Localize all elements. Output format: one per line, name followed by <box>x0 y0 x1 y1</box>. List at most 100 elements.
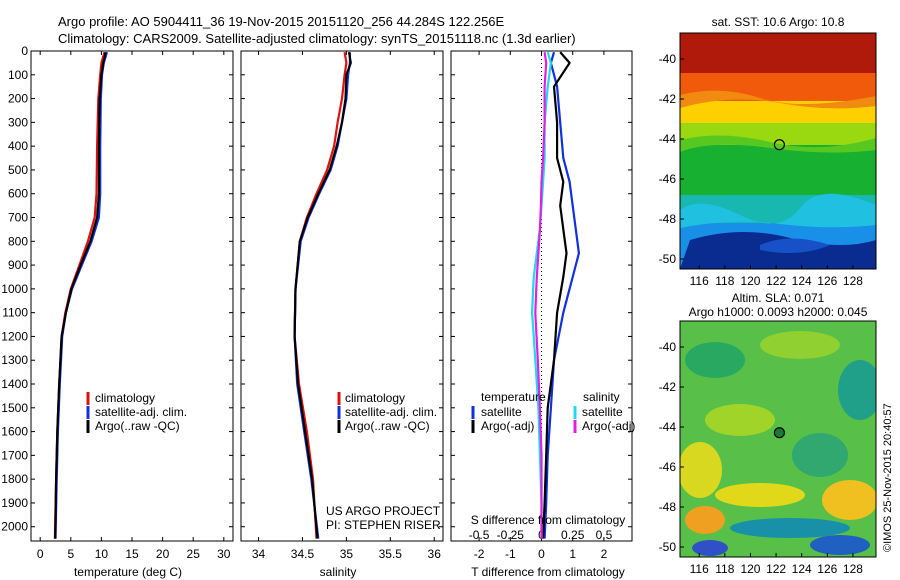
temperature-xlabel: temperature (deg C) <box>74 565 182 579</box>
map-x-tick-label: 122 <box>766 562 786 576</box>
depth-tick-label: 300 <box>8 115 28 129</box>
x-tick-label: 25 <box>187 547 201 561</box>
curve-salinity-argo-raw-qc <box>293 52 352 539</box>
depth-tick-label: 1600 <box>1 425 28 439</box>
map-x-tick-label: 124 <box>792 274 812 288</box>
map-y-tick-label: -42 <box>659 92 677 106</box>
x-tick-label: 20 <box>156 547 170 561</box>
legend-label-satellite: satellite-adj. clim. <box>95 405 187 419</box>
sst-map-title: sat. SST: 10.6 Argo: 10.8 <box>712 15 845 29</box>
sla-patch <box>685 342 745 378</box>
x-tick-label: 34.5 <box>291 547 315 561</box>
depth-tick-label: 1100 <box>2 306 28 320</box>
sst-patch-cyan <box>680 193 876 228</box>
imos-timestamp: ©IMOS 25-Nov-2015 20:40:57 <box>882 403 894 552</box>
map-x-tick-label: 128 <box>843 562 863 576</box>
x-tick-label: 35.5 <box>379 547 403 561</box>
s-diff-tick-label: -0.5 <box>469 528 490 542</box>
s-diff-tick-label: -0.25 <box>497 528 525 542</box>
legend-label-t-satellite: satellite <box>481 405 522 419</box>
map-x-tick-label: 122 <box>766 274 786 288</box>
sla-patch <box>822 480 876 520</box>
depth-tick-label: 500 <box>8 163 28 177</box>
depth-tick-label: 100 <box>8 68 28 82</box>
sst-map-frame <box>679 32 877 270</box>
legend-header-salinity: salinity <box>583 390 620 404</box>
depth-tick-label: 1700 <box>1 448 28 462</box>
map-y-tick-label: -50 <box>659 540 677 554</box>
s-diff-tick-label: 0.25 <box>561 528 585 542</box>
sla-map-frame <box>679 320 877 558</box>
depth-tick-label: 800 <box>8 234 28 248</box>
legend-label-t-argo: Argo(-adj) <box>481 419 534 433</box>
map-x-tick-label: 118 <box>715 562 734 576</box>
depth-tick-label: 1000 <box>1 282 28 296</box>
sla-patch <box>810 535 870 555</box>
depth-tick-label: 1300 <box>1 353 28 367</box>
map-y-tick-label: -40 <box>659 52 677 66</box>
sst-patch-orange <box>680 90 876 109</box>
salinity-panel-frame <box>240 50 444 542</box>
sla-map-title: Altim. SLA: 0.071 <box>732 291 825 305</box>
difference-legend: temperature salinity satellite Argo(-adj… <box>471 390 635 433</box>
x-tick-label: 0 <box>538 547 545 561</box>
sst-argo-marker <box>773 139 786 151</box>
s-diff-tick-label: 0.5 <box>596 528 613 542</box>
sla-patch <box>705 404 775 436</box>
depth-tick-label: 0 <box>21 44 28 58</box>
sla-argo-marker <box>773 427 786 439</box>
depth-tick-label: 200 <box>8 92 28 106</box>
depth-tick-label: 600 <box>8 187 28 201</box>
pi-credit: PI: STEPHEN RISER <box>326 518 441 532</box>
sla-patch <box>730 518 850 538</box>
map-y-tick-label: -44 <box>659 132 677 146</box>
sst-band-5 <box>680 145 876 195</box>
sla-patch <box>680 442 722 498</box>
curve-difference-s-argo-adj <box>534 52 548 539</box>
sst-patch-blue <box>760 238 830 254</box>
depth-tick-label: 1500 <box>1 401 28 415</box>
legend-label-s-satellite: satellite <box>582 405 623 419</box>
sla-map-subtitle: Argo h1000: 0.0093 h2000: 0.045 <box>689 305 868 319</box>
x-tick-label: 1 <box>569 547 576 561</box>
map-x-tick-label: 124 <box>792 562 812 576</box>
legend-header-temperature: temperature <box>481 390 546 404</box>
sla-map <box>680 321 876 557</box>
x-tick-label: 10 <box>95 547 109 561</box>
map-x-tick-label: 116 <box>690 562 709 576</box>
curve-difference-t-satellite <box>543 51 580 539</box>
legend-label-argo: Argo(..raw -QC) <box>95 419 180 433</box>
depth-tick-label: 1200 <box>1 329 28 343</box>
difference-xlabel-salinity: S difference from climatology <box>471 513 626 527</box>
legend-label-climatology: climatology <box>95 391 155 405</box>
sla-patch <box>685 506 725 534</box>
header-line-2: Climatology: CARS2009. Satellite-adjuste… <box>58 31 576 46</box>
temperature-legend: climatology satellite-adj. clim. Argo(..… <box>86 391 187 433</box>
map-y-tick-label: -46 <box>659 172 677 186</box>
sla-patch <box>715 483 805 507</box>
map-y-tick-label: -40 <box>659 340 677 354</box>
legend-label-satellite: satellite-adj. clim. <box>345 405 437 419</box>
map-x-tick-label: 128 <box>843 274 863 288</box>
map-y-tick-label: -48 <box>659 212 677 226</box>
map-x-tick-label: 126 <box>817 562 837 576</box>
depth-tick-label: 1900 <box>1 496 28 510</box>
x-tick-label: 36 <box>428 547 442 561</box>
sla-patch <box>692 540 728 556</box>
x-tick-label: 5 <box>67 547 74 561</box>
map-x-tick-label: 120 <box>740 274 760 288</box>
x-tick-label: 0 <box>37 547 44 561</box>
x-tick-label: 35 <box>340 547 354 561</box>
sla-patch <box>760 331 840 359</box>
salinity-legend: climatology satellite-adj. clim. Argo(..… <box>337 391 437 433</box>
map-y-tick-label: -48 <box>659 500 677 514</box>
map-y-tick-label: -44 <box>659 420 677 434</box>
x-tick-label: -1 <box>505 547 516 561</box>
sst-map <box>680 33 876 269</box>
map-x-tick-label: 116 <box>690 274 709 288</box>
depth-tick-label: 2000 <box>1 520 28 534</box>
project-credit: US ARGO PROJECT <box>326 504 441 518</box>
depth-tick-label: 1800 <box>1 472 28 486</box>
x-tick-label: 15 <box>125 547 139 561</box>
